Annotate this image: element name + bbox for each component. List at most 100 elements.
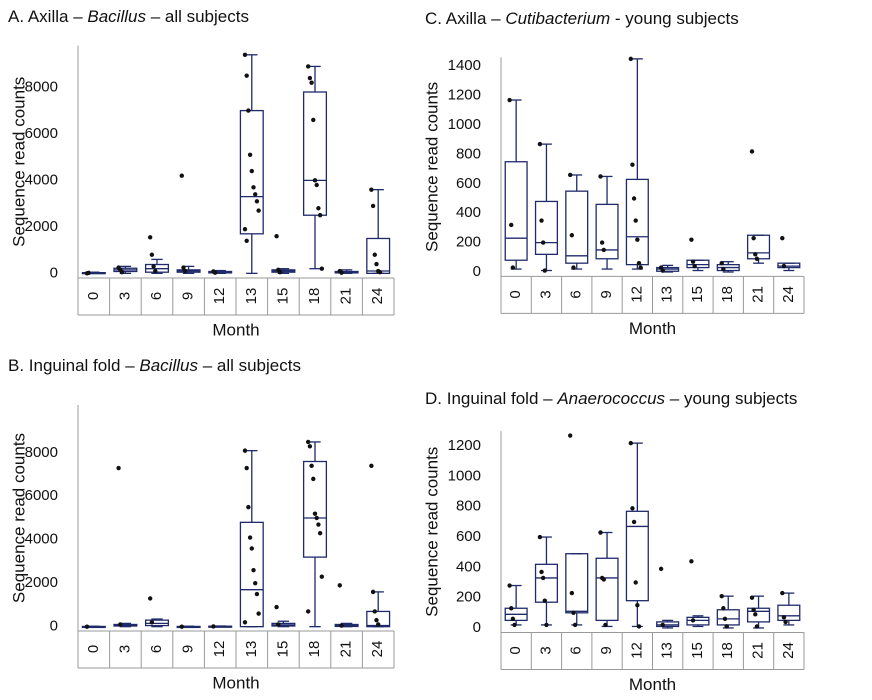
data-point [116,465,121,471]
data-point [247,535,253,540]
x-tick-label: 3 [537,646,554,654]
x-axis-label: Month [212,320,259,339]
data-point [571,265,576,270]
data-point [181,265,186,270]
data-point [781,615,787,620]
data-point [754,256,760,261]
data-point [780,590,785,596]
data-point [312,178,318,183]
x-tick-label: 24 [780,642,797,659]
data-point [369,463,374,469]
title-part: Bacillus [139,356,198,375]
y-tick-label: 0 [50,618,58,635]
box [777,604,801,622]
data-point [689,237,694,242]
y-tick-label: 800 [456,145,481,162]
x-tick-label: 24 [369,288,386,305]
data-point [305,609,311,614]
title-part: A. Axilla – [8,7,87,26]
data-point [719,260,724,266]
data-point [724,624,729,629]
data-point [337,583,342,588]
data-point [316,206,321,211]
x-axis-label: Month [212,673,259,692]
data-point [631,196,637,201]
data-point [572,622,578,628]
x-tick-label: 21 [750,642,767,659]
title-part: C. Axilla – [425,9,505,28]
data-point [372,609,377,614]
x-tick-label: 18 [719,286,736,303]
data-point [309,80,314,85]
chart-title: A. Axilla – Bacillus – all subjects [8,7,249,26]
data-point [153,268,158,274]
x-tick-label: 0 [507,646,524,654]
data-point [118,622,123,627]
data-point [369,187,374,192]
data-point [256,208,261,213]
y-tick-label: 200 [456,234,481,251]
y-axis-label: Sequence read counts [422,447,441,617]
data-point [631,519,637,525]
data-point [244,465,249,471]
box [656,621,680,628]
y-tick-label: 600 [456,528,481,545]
data-point [749,595,755,600]
data-point [509,222,514,228]
data-point [601,247,606,253]
title-part: B. Inguinal fold – [8,356,139,375]
data-point [628,440,634,446]
title-part: - young subjects [610,9,739,28]
data-point [660,622,665,628]
data-point [749,149,755,154]
data-point [633,218,638,223]
data-point [179,624,184,629]
title-part: Anaerococcus [556,389,665,408]
data-point [256,611,261,616]
data-point [544,622,549,628]
y-axis-label: Sequence read counts [9,77,28,247]
data-point [722,616,728,622]
y-tick-label: 1000 [448,116,481,133]
data-point [754,624,760,629]
data-point [317,531,323,536]
x-tick-label: 0 [85,645,102,653]
data-point [179,173,184,178]
data-point [254,591,260,597]
x-tick-label: 12 [628,286,645,303]
y-axis-label: Sequence read counts [9,433,28,603]
data-point [753,612,758,617]
y-tick-label: 1200 [448,87,481,104]
x-tick-label: 12 [628,642,645,659]
data-point [314,182,319,188]
data-point [311,117,316,123]
box [625,510,649,602]
data-point [84,624,90,629]
title-part: – all subjects [146,7,249,26]
data-point [568,172,573,178]
x-tick-label: 13 [243,641,260,658]
x-tick-label: 21 [750,286,767,303]
x-tick-label: 13 [243,288,260,305]
data-point [599,240,605,245]
y-tick-label: 400 [456,558,481,575]
data-point [253,192,258,197]
data-point [242,448,248,453]
data-point [149,252,155,257]
y-tick-label: 8000 [25,78,58,95]
y-tick-label: 0 [473,619,481,636]
x-tick-label: 13 [659,286,676,303]
data-point [274,604,279,610]
data-point [277,269,283,275]
y-tick-label: 1200 [448,437,481,454]
data-point [540,575,546,581]
data-point [571,610,576,616]
box [565,553,589,614]
data-point [377,269,383,275]
data-point [783,619,788,625]
y-tick-label: 800 [456,498,481,515]
chart-title: B. Inguinal fold – Bacillus – all subjec… [8,356,301,375]
title-part: D. Inguinal fold – [425,389,557,408]
data-point [751,235,756,241]
